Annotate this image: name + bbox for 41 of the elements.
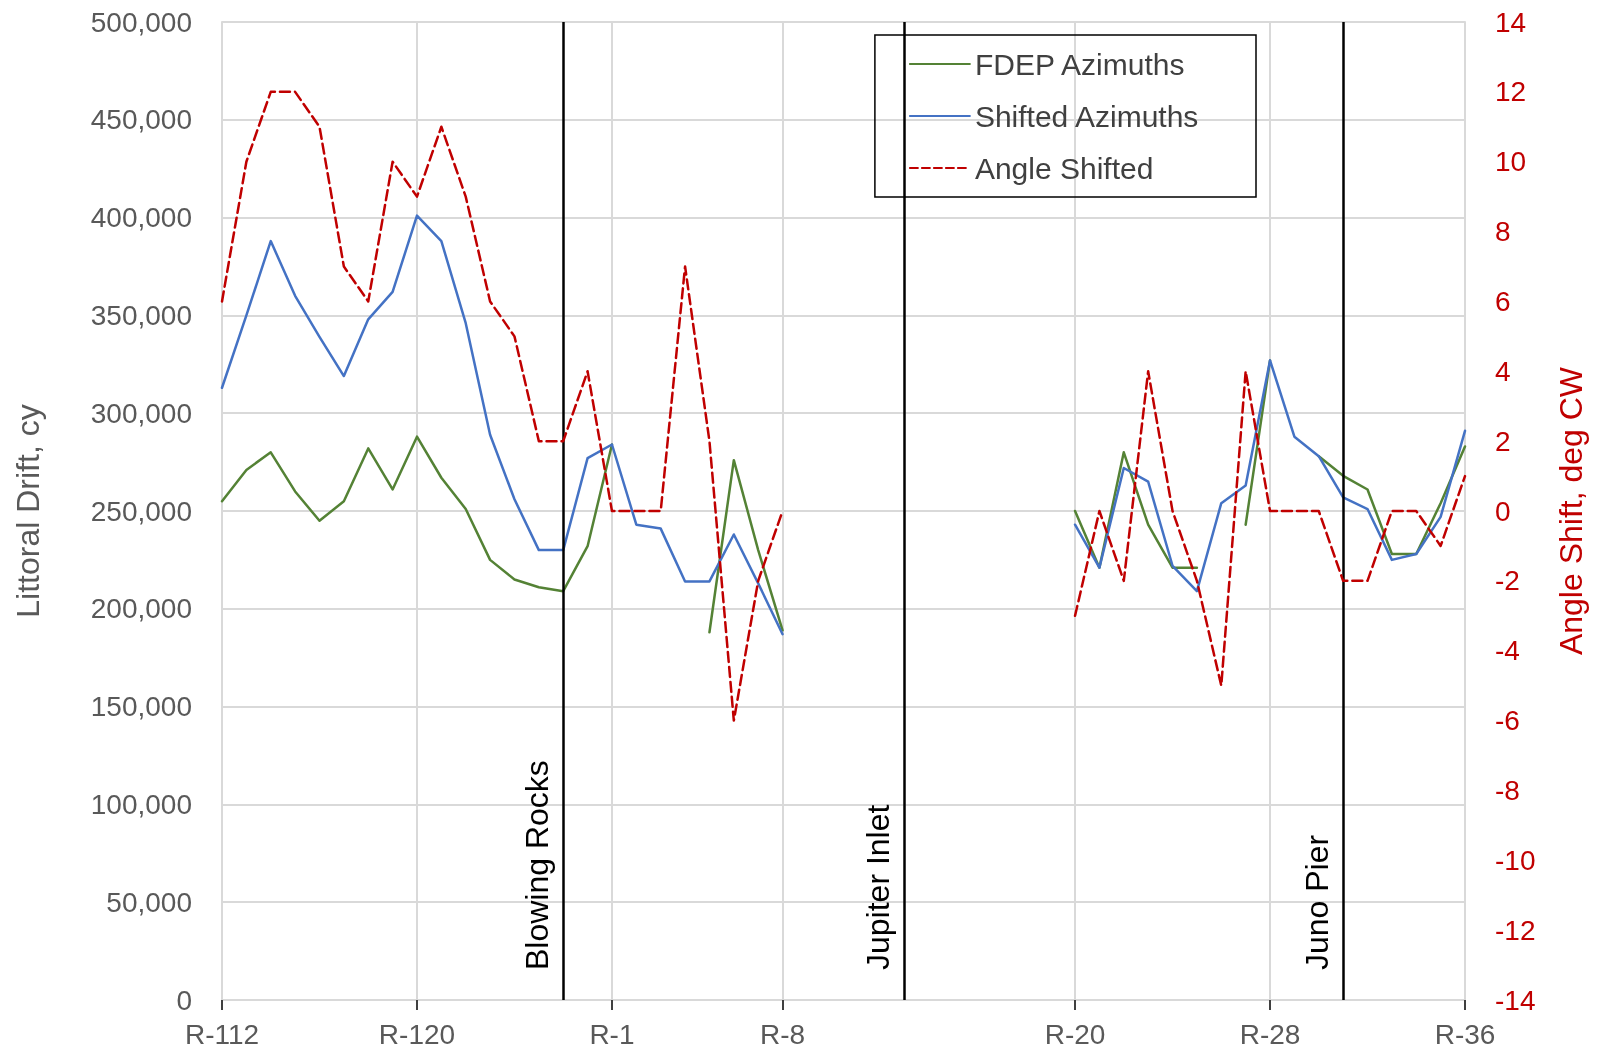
- annotation: Juno Pier: [1299, 834, 1336, 970]
- y2-tick-label: 6: [1495, 285, 1511, 317]
- y-tick-label: 250,000: [90, 495, 192, 527]
- y2-tick-label: 10: [1495, 146, 1527, 178]
- y-tick-label: 500,000: [90, 6, 192, 38]
- y-tick-label: 0: [176, 984, 192, 1016]
- annotation: Blowing Rocks: [519, 760, 556, 970]
- y-tick-label: 450,000: [90, 104, 192, 136]
- y-tick-label: 350,000: [90, 299, 192, 331]
- y-tick-label: 100,000: [90, 788, 192, 820]
- y-tick-label: 200,000: [90, 593, 192, 625]
- legend-label: Angle Shifted: [974, 151, 1154, 185]
- y-tick-label: 150,000: [90, 691, 192, 723]
- x-tick-label: R-8: [760, 1018, 806, 1050]
- y2-tick-label: -14: [1495, 984, 1536, 1016]
- y2-axis-title: Angle Shift, deg CW: [1553, 366, 1589, 656]
- y-tick-label: 300,000: [90, 397, 192, 429]
- x-tick-label: R-120: [378, 1018, 456, 1050]
- y2-tick-label: 12: [1495, 76, 1527, 108]
- x-tick-label: R-1: [589, 1018, 635, 1050]
- y2-tick-label: 14: [1495, 6, 1527, 38]
- y2-tick-label: 4: [1495, 355, 1511, 387]
- y2-tick-label: 0: [1495, 495, 1511, 527]
- x-tick-label: R-112: [184, 1018, 260, 1050]
- y2-tick-label: -10: [1495, 844, 1536, 876]
- legend-label: Shifted Azimuths: [974, 99, 1199, 133]
- y2-tick-label: -2: [1495, 565, 1520, 597]
- x-tick-label: R-28: [1239, 1018, 1301, 1050]
- annotation: Jupiter Inlet: [860, 804, 897, 970]
- y2-tick-label: -8: [1495, 774, 1520, 806]
- y2-tick-label: 8: [1495, 216, 1511, 248]
- y2-tick-label: -12: [1495, 914, 1536, 946]
- legend-label: FDEP Azimuths: [974, 47, 1185, 81]
- y-tick-label: 50,000: [106, 886, 192, 918]
- x-tick-label: R-36: [1434, 1018, 1496, 1050]
- y2-tick-label: -4: [1495, 635, 1520, 667]
- y-axis-title: Littoral Drift, cy: [10, 404, 46, 618]
- y-tick-label: 400,000: [90, 202, 192, 234]
- y2-tick-label: -6: [1495, 705, 1520, 737]
- y2-tick-label: 2: [1495, 425, 1511, 457]
- x-tick-label: R-20: [1044, 1018, 1106, 1050]
